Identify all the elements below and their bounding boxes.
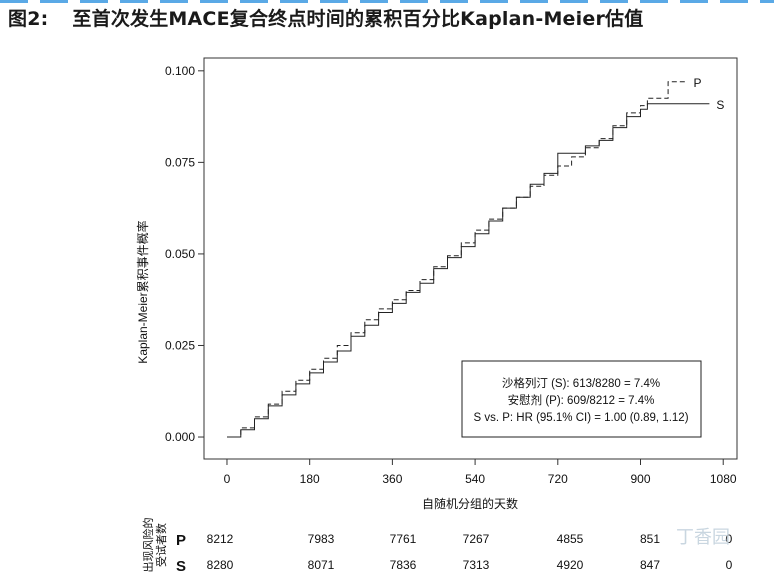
risk-cell: 8280: [207, 558, 234, 572]
x-tick-label: 1080: [710, 472, 737, 486]
risk-table: 出现风险的 受试者数 P 8212 7983 7761 7267 4855 851 0 S 828…: [141, 518, 733, 576]
risk-cell: 4920: [557, 558, 584, 572]
x-tick-label: 720: [548, 472, 568, 486]
x-axis: 0 180 360 540 720 900 1080: [224, 459, 737, 486]
risk-cell: 7313: [463, 558, 490, 572]
series-end-label-S: S: [716, 98, 724, 112]
y-axis-label: Kaplan-Meier累积事件概率: [135, 220, 150, 363]
plot-frame: [203, 57, 738, 460]
risk-cell: 8212: [207, 532, 234, 546]
risk-cell: 7983: [308, 532, 335, 546]
annotation-box: 沙格列汀 (S): 613/8280 = 7.4% 安慰剂 (P): 609/8…: [461, 360, 702, 438]
series-line-P: [227, 81, 687, 438]
y-tick-label: 0.075: [165, 155, 195, 169]
series-end-label-P: P: [693, 76, 701, 90]
top-dash-rule: [0, 0, 774, 3]
risk-cell: 7761: [390, 532, 417, 546]
risk-cell: 0: [726, 532, 733, 546]
risk-table-title-line1: 出现风险的: [141, 518, 155, 573]
risk-cell: 7836: [390, 558, 417, 572]
risk-cell: 847: [640, 558, 660, 572]
risk-cell: 851: [640, 532, 660, 546]
annotation-line-placebo: 安慰剂 (P): 609/8212 = 7.4%: [508, 393, 655, 407]
y-tick-label: 0.000: [165, 430, 195, 444]
series-layer: [227, 81, 710, 438]
y-tick-label: 0.025: [165, 338, 195, 352]
risk-cell: 0: [726, 558, 733, 572]
x-tick-label: 360: [382, 472, 402, 486]
risk-cell: 8071: [308, 558, 335, 572]
risk-row-label-S: S: [176, 558, 186, 575]
risk-table-title-line2: 受试者数: [155, 523, 168, 567]
annotation-frame: [461, 360, 702, 438]
x-tick-label: 180: [300, 472, 320, 486]
figure-title-text: 至首次发生MACE复合终点时间的累积百分比Kaplan-Meier估值: [72, 8, 644, 30]
risk-cell: 7267: [463, 532, 490, 546]
risk-cell: 4855: [557, 532, 584, 546]
annotation-line-saxagliptin: 沙格列汀 (S): 613/8280 = 7.4%: [502, 376, 660, 390]
watermark-text: 丁香园: [676, 527, 730, 547]
y-axis: 0.000 0.025 0.050 0.075 0.100: [165, 64, 204, 444]
y-tick-label: 0.100: [165, 64, 195, 78]
risk-row-label-P: P: [176, 532, 186, 549]
x-axis-label: 自随机分组的天数: [422, 496, 518, 511]
annotation-line-hr: S vs. P: HR (95.1% CI) = 1.00 (0.89, 1.1…: [473, 412, 688, 424]
y-tick-label: 0.050: [165, 247, 195, 261]
figure-label: 图2:: [8, 8, 49, 30]
figure-title: 图2: 至首次发生MACE复合终点时间的累积百分比Kaplan-Meier估值: [8, 4, 643, 31]
series-end-labels: SP: [693, 76, 724, 112]
x-tick-label: 900: [630, 472, 650, 486]
x-tick-label: 0: [224, 472, 231, 486]
x-tick-label: 540: [465, 472, 485, 486]
